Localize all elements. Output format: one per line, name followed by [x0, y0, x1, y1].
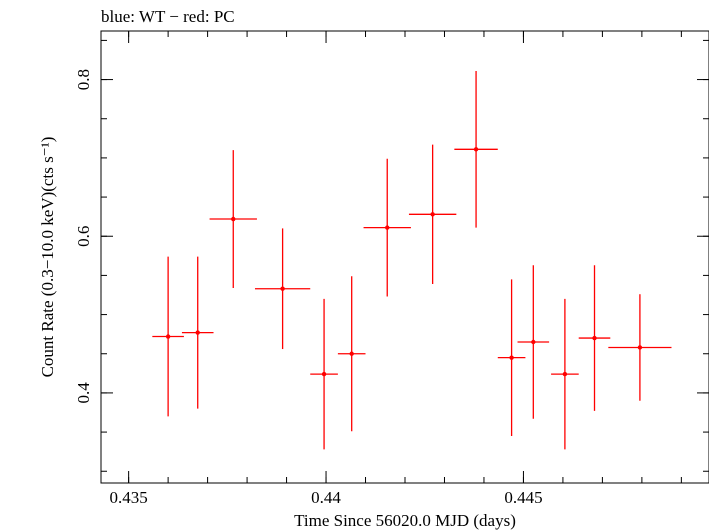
point-marker	[509, 355, 514, 360]
data-point	[578, 265, 611, 411]
data-point	[310, 298, 338, 450]
data-point	[608, 294, 672, 401]
data-point	[337, 276, 366, 432]
point-marker	[165, 334, 171, 339]
data-point	[408, 144, 457, 285]
point-marker	[280, 286, 285, 291]
data-point	[363, 158, 411, 297]
point-marker	[321, 371, 327, 377]
data-point	[454, 70, 498, 228]
point-marker	[195, 330, 200, 335]
data-point	[497, 279, 526, 436]
point-marker	[231, 216, 236, 222]
data-points	[152, 70, 672, 450]
x-axis-label: Time Since 56020.0 MJD (days)	[294, 511, 516, 530]
x-tick-label: 0.44	[311, 488, 341, 507]
data-point	[551, 298, 579, 450]
y-tick-label: 0.6	[74, 226, 93, 247]
x-tick-label: 0.435	[110, 488, 148, 507]
point-marker	[531, 339, 536, 345]
data-point	[209, 150, 257, 288]
axis-ticks: 0.435 0.44 0.445 0.4 0.6 0.8	[74, 31, 709, 507]
y-tick-label: 0.4	[74, 382, 93, 404]
point-marker	[592, 335, 597, 341]
data-point	[181, 256, 214, 409]
chart-title: blue: WT − red: PC	[101, 7, 235, 26]
point-marker	[637, 345, 643, 350]
point-marker	[385, 225, 390, 230]
y-axis-label: Count Rate (0.3−10.0 keV)(cts s⁻¹)	[38, 137, 57, 378]
x-tick-label: 0.445	[504, 488, 542, 507]
point-marker	[430, 212, 435, 217]
point-marker	[349, 351, 354, 356]
plot-frame	[100, 30, 709, 484]
data-point	[152, 256, 184, 417]
y-tick-label: 0.8	[74, 69, 93, 90]
data-point	[254, 228, 311, 350]
point-marker	[562, 371, 568, 377]
data-point	[517, 265, 550, 419]
point-marker	[473, 147, 479, 152]
